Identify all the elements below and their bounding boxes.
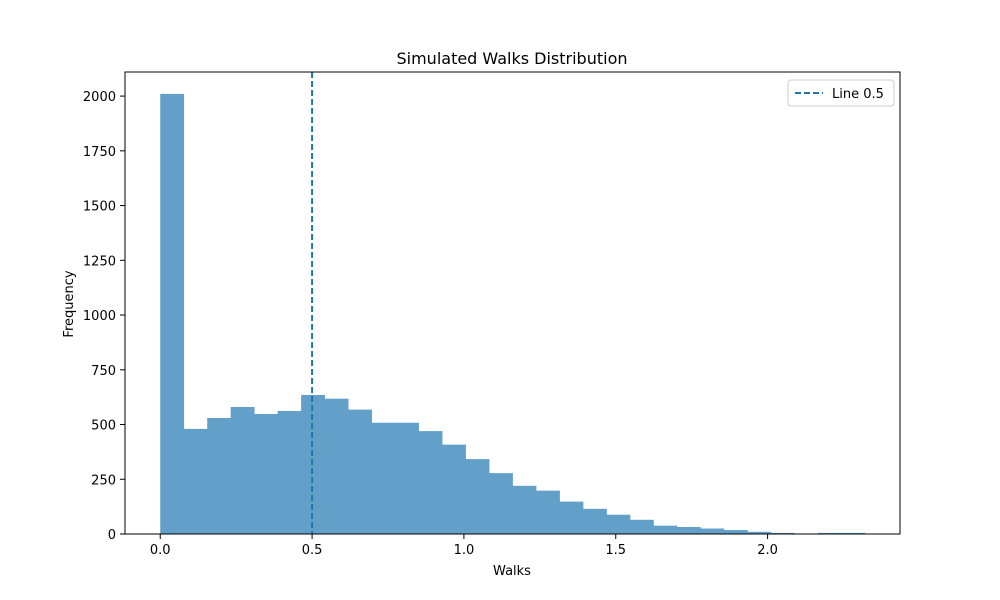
x-tick-label: 0.5 <box>302 543 323 558</box>
histogram-bar <box>582 508 607 534</box>
y-axis-ticks: 0 250 500 750 1000 1250 1500 1750 2000 <box>83 90 125 543</box>
legend-box <box>787 79 895 107</box>
histogram-bar <box>371 422 396 534</box>
y-tick-label: 2000 <box>83 90 116 105</box>
histogram-bar <box>207 417 232 534</box>
legend-entry-line: Line 0.5 <box>832 87 884 102</box>
chart-title: Simulated Walks Distribution <box>396 49 627 68</box>
histogram-bar <box>841 532 866 534</box>
bars-group <box>160 93 866 534</box>
x-tick-label: 0.0 <box>150 543 171 558</box>
y-tick-label: 0 <box>108 528 116 543</box>
histogram-bar <box>395 422 419 534</box>
y-tick-label: 750 <box>91 364 116 379</box>
x-tick-label: 1.0 <box>454 543 475 558</box>
histogram-bar <box>653 525 678 534</box>
histogram-bar <box>230 407 255 534</box>
histogram-bar <box>489 473 513 534</box>
histogram-bar <box>535 490 560 534</box>
histogram-bar <box>348 409 372 534</box>
histogram-bar <box>606 514 631 534</box>
histogram-bar <box>512 485 537 534</box>
histogram-bar <box>629 519 654 534</box>
y-tick-label: 1750 <box>83 145 116 160</box>
histogram-bar <box>301 394 326 534</box>
histogram-bar <box>277 410 302 534</box>
histogram-bar <box>817 532 842 534</box>
histogram-bar <box>747 531 772 534</box>
histogram-bar <box>770 532 795 534</box>
x-axis-ticks: 0.0 0.5 1.0 1.5 2.0 <box>150 534 778 558</box>
histogram-bar <box>442 444 466 534</box>
histogram-bar <box>559 501 584 534</box>
y-tick-label: 1000 <box>83 309 116 324</box>
plot-frame <box>124 71 901 535</box>
histogram-bar <box>676 526 701 534</box>
legend: Line 0.5 <box>787 79 895 107</box>
y-axis-label: Frequency <box>62 270 77 337</box>
histogram-bar <box>183 428 208 534</box>
histogram-bar <box>324 398 349 534</box>
histogram-bar <box>418 431 443 534</box>
histogram-bar <box>160 93 185 534</box>
y-tick-label: 250 <box>91 473 116 488</box>
y-tick-label: 1500 <box>83 200 116 215</box>
histogram-bar <box>254 414 279 534</box>
y-tick-label: 500 <box>91 419 116 434</box>
y-tick-label: 1250 <box>83 254 116 269</box>
histogram-bar <box>700 528 725 534</box>
histogram-bar <box>465 459 490 534</box>
x-axis-label: Walks <box>493 564 531 579</box>
histogram-bar <box>723 530 748 534</box>
x-tick-label: 2.0 <box>757 543 778 558</box>
x-tick-label: 1.5 <box>605 543 626 558</box>
